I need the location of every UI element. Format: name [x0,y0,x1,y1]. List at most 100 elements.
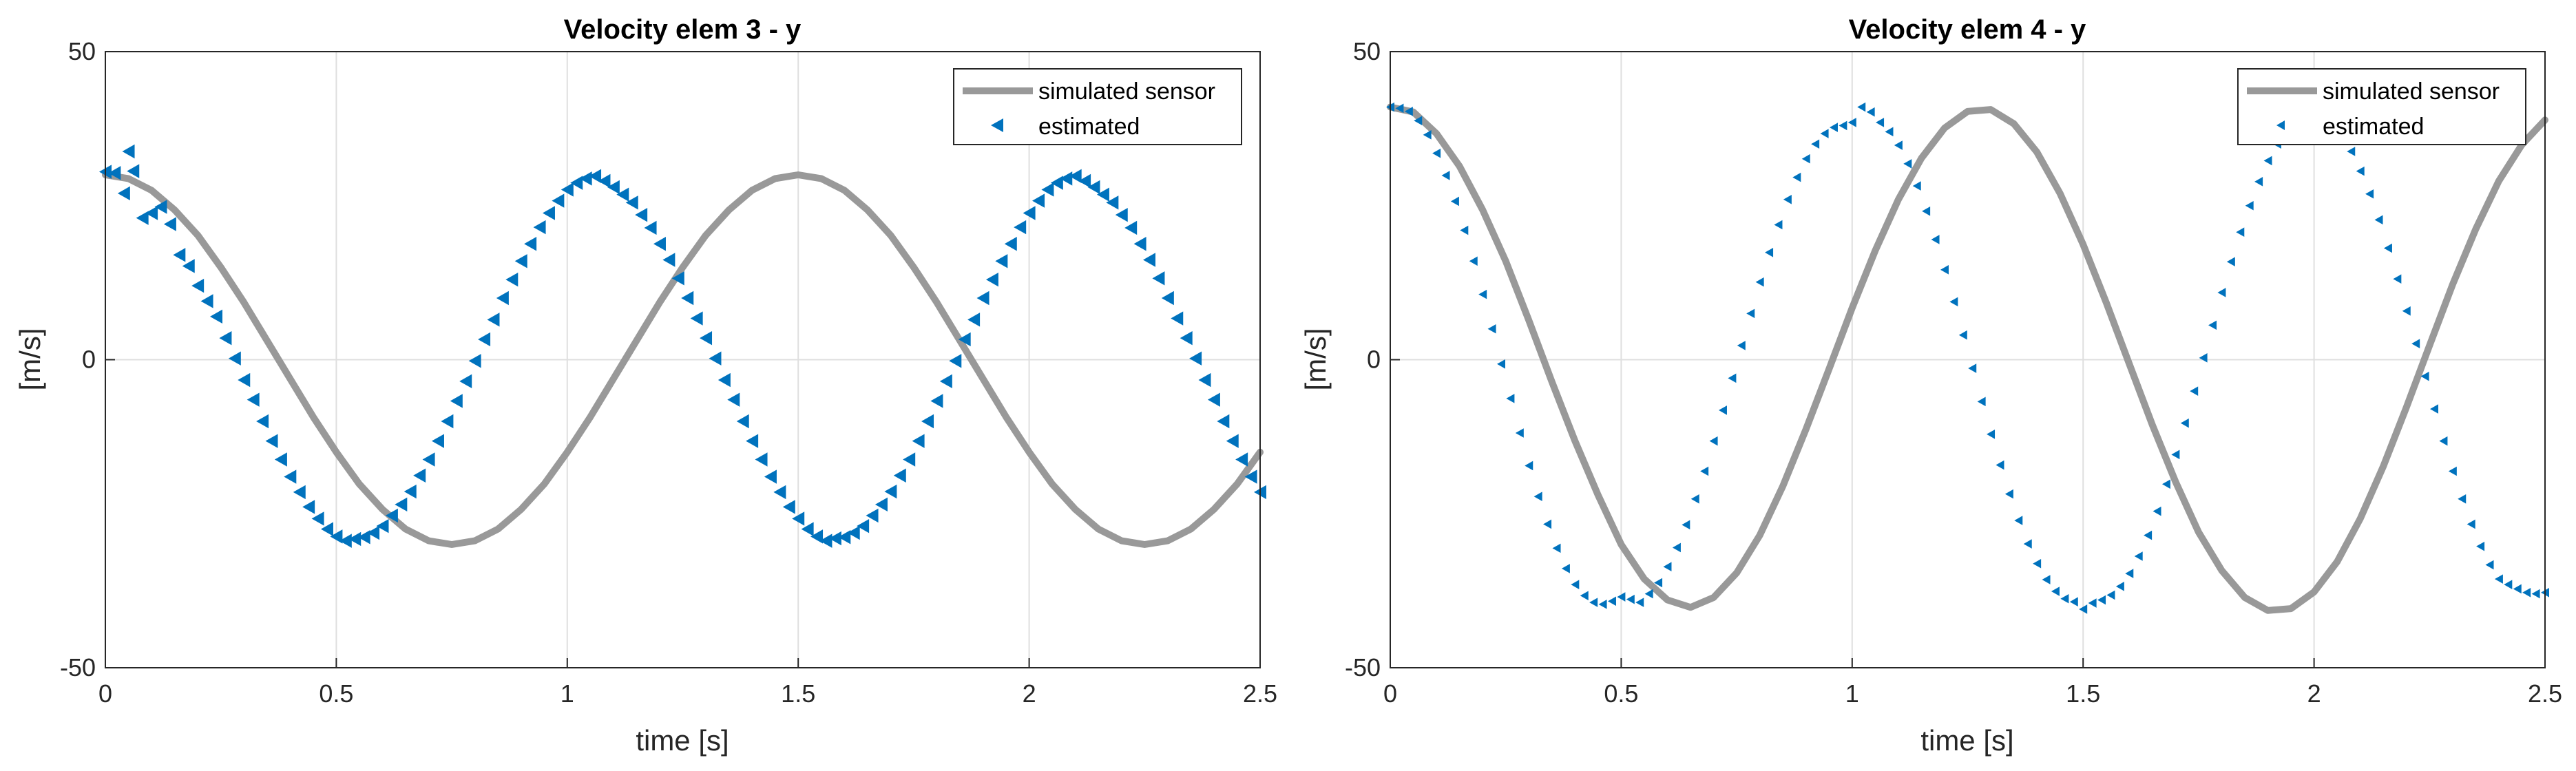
estimated-point [1690,494,1699,504]
estimated-point [1709,436,1718,446]
estimated-point [2199,353,2208,363]
series-markers-estimated [99,144,1266,548]
estimated-point [1617,592,1626,602]
y-tick-label: -50 [1345,653,1381,682]
estimated-point [949,354,962,368]
estimated-point [1404,107,1413,116]
estimated-point [1124,220,1138,235]
estimated-point [311,511,324,526]
estimated-point [1432,148,1441,158]
estimated-point [1792,172,1801,182]
estimated-point [2504,580,2513,589]
estimated-point [1894,140,1903,150]
estimated-point [376,518,389,534]
estimated-point [2420,371,2429,381]
estimated-point [2051,587,2060,596]
estimated-point [173,248,186,262]
estimated-point [1060,171,1073,186]
series-layer [1386,102,2549,614]
estimated-point [995,254,1008,268]
estimated-point [1996,460,2004,470]
estimated-point [2467,519,2475,529]
estimated-point [810,529,824,544]
estimated-point [1672,542,1681,553]
estimated-point [228,351,241,366]
estimated-point [1866,107,1875,117]
estimated-point [2115,582,2124,591]
x-tick-label: 1.5 [781,679,815,708]
estimated-point [746,434,759,448]
estimated-point [764,469,777,484]
estimated-point [1014,220,1027,235]
estimated-point [404,484,417,499]
estimated-point [2014,516,2023,525]
estimated-point [1801,154,1810,164]
legend: simulated sensor estimated [953,68,1242,145]
x-tick-label: 2 [1023,679,1036,708]
legend-box [953,68,1242,145]
estimated-point [117,186,130,201]
estimated-point [1635,598,1644,607]
estimated-point [1755,277,1764,287]
estimated-point [505,272,519,287]
estimated-point [755,452,768,467]
y-tick-label: 50 [1353,37,1381,65]
estimated-point [1226,434,1239,448]
estimated-point [191,278,205,293]
estimated-point [690,311,703,326]
y-tick-label: 0 [82,346,96,374]
estimated-point [395,497,408,512]
estimated-point [1885,127,1894,137]
estimated-point [1515,428,1524,438]
estimated-point [912,434,925,448]
estimated-point [2042,575,2051,584]
estimated-point [1968,363,1977,373]
estimated-point [1839,120,1847,131]
estimated-point [1207,392,1220,407]
estimated-point [1949,297,1958,307]
estimated-point [2393,274,2402,284]
estimated-point [1235,452,1248,467]
estimated-point [2513,584,2522,594]
estimated-point [1718,405,1727,415]
estimated-point [1598,600,1607,609]
estimated-point [958,332,971,347]
estimated-point [875,497,888,512]
estimated-point [939,374,952,389]
estimated-point [930,394,943,408]
estimated-point [1931,235,1940,244]
estimated-point [792,511,805,526]
estimated-point [1561,564,1570,573]
estimated-point [1525,461,1533,471]
estimated-point [154,200,167,214]
estimated-point [122,144,135,159]
estimated-point [616,187,629,202]
estimated-point [1940,265,1949,275]
x-tick-label: 0.5 [1604,679,1638,708]
estimated-point [163,217,176,231]
x-tick-label: 0 [1383,679,1397,708]
estimated-point [1198,372,1211,388]
legend: simulated sensor estimated [2237,68,2526,145]
chart-title: Velocity elem 3 - y [564,14,802,45]
estimated-point [2245,200,2254,211]
estimated-point [718,372,731,388]
estimated-point [422,452,435,467]
estimated-point [552,193,565,208]
series-layer [99,144,1266,548]
estimated-point [671,271,684,286]
estimated-point [903,452,916,467]
estimated-point [1171,311,1184,326]
estimated-point [2208,320,2217,330]
estimated-point [1580,591,1589,601]
estimated-point [598,173,611,189]
estimated-point [589,169,602,183]
estimated-point [681,291,694,306]
estimated-point [459,374,472,389]
estimated-point [1820,129,1829,138]
estimated-point [2217,288,2226,297]
estimated-point [1161,291,1174,306]
